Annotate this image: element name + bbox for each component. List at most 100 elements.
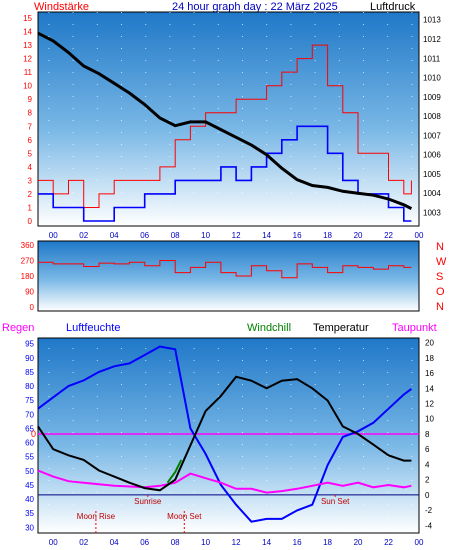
- x-tick-label: 08: [171, 231, 180, 240]
- humidity-tick-label: 95: [25, 340, 34, 349]
- windstaerke-tick-label: 1: [28, 203, 33, 212]
- x-tick-label: 20: [354, 231, 363, 240]
- luftdruck-tick-label: 1006: [423, 151, 441, 160]
- pressure-series-line: [37, 31, 413, 210]
- x-tick-label: 14: [262, 538, 271, 547]
- x-tick-label: 18: [323, 231, 332, 240]
- x-tick-label: 22: [384, 231, 393, 240]
- event-label: Sun Set: [321, 497, 350, 506]
- compass-label: N: [436, 241, 444, 253]
- luftdruck-tick-label: 1005: [423, 170, 441, 179]
- legend-windchill: Windchill: [247, 322, 291, 334]
- x-tick-label: 00: [415, 231, 424, 240]
- temperature-tick-label: 8: [425, 430, 430, 439]
- temp-humidity-legend: Regen Luftfeuchte Windchill Temperatur T…: [2, 322, 437, 334]
- humidity-tick-label: 55: [25, 453, 34, 462]
- temperature-tick-label: 18: [425, 354, 434, 363]
- x-tick-label: 12: [232, 231, 241, 240]
- humidity-tick-label: 85: [25, 368, 34, 377]
- compass-label: O: [436, 286, 445, 298]
- x-tick-label: 20: [354, 538, 363, 547]
- direction-tick-label: 0: [30, 303, 35, 312]
- humidity-axis: 30 35 40 45 50 55 60 65 70 75 80 85 90 95: [25, 340, 34, 533]
- temperature-tick-label: 12: [425, 400, 434, 409]
- direction-tick-label: 360: [21, 241, 35, 250]
- windchill-series-line: [166, 459, 183, 484]
- astro-events: Sunrise Sun Set Moon Rise Moon Set: [77, 494, 350, 533]
- legend-regen: Regen: [2, 322, 34, 334]
- luftdruck-tick-label: 1008: [423, 112, 441, 121]
- compass-label: W: [436, 256, 447, 268]
- windstaerke-tick-label: 11: [24, 68, 33, 77]
- wind-direction-series-line: [38, 260, 412, 279]
- humidity-tick-label: 35: [25, 509, 34, 518]
- x-tick-label: 10: [201, 538, 210, 547]
- direction-tick-label: 90: [25, 288, 34, 297]
- legend-taupunkt: Taupunkt: [392, 322, 437, 334]
- x-tick-label: 00: [49, 538, 58, 547]
- windstaerke-tick-label: 7: [28, 122, 33, 131]
- dewpoint-series-line: [37, 469, 412, 494]
- temperature-tick-label: 16: [425, 369, 434, 378]
- temperature-tick-label: 4: [425, 460, 430, 469]
- luftdruck-tick-label: 1007: [423, 131, 441, 140]
- x-tick-label: 04: [110, 538, 119, 547]
- windstaerke-tick-label: 9: [28, 95, 33, 104]
- x-tick-label: 06: [140, 538, 149, 547]
- humidity-tick-label: 60: [25, 439, 34, 448]
- windstaerke-tick-label: 0: [28, 217, 33, 226]
- x-tick-label: 00: [415, 538, 424, 547]
- x-tick-label: 10: [201, 231, 210, 240]
- luftdruck-tick-label: 1004: [423, 189, 441, 198]
- direction-axis: 0 90 180 270 360: [21, 241, 35, 312]
- wind-pressure-x-axis: 00 02 04 06 08 10 12 14 16 18 20 22 00: [49, 231, 424, 240]
- gust-series-line: [38, 44, 412, 208]
- windstaerke-tick-label: 2: [28, 190, 33, 199]
- windstaerke-tick-label: 10: [23, 82, 32, 91]
- luftdruck-tick-label: 1013: [423, 16, 441, 25]
- temp-humidity-x-axis: 00 02 04 06 08 10 12 14 16 18 20 22 00: [49, 538, 424, 547]
- x-tick-label: 18: [323, 538, 332, 547]
- humidity-tick-label: 75: [25, 396, 34, 405]
- luftdruck-tick-label: 1003: [423, 209, 441, 218]
- rain-zero-label: 0: [31, 429, 36, 439]
- x-tick-label: 16: [293, 538, 302, 547]
- temperature-tick-label: 0: [425, 491, 430, 500]
- x-tick-label: 00: [49, 231, 58, 240]
- x-tick-label: 02: [79, 538, 88, 547]
- x-tick-label: 04: [110, 231, 119, 240]
- luftdruck-tick-label: 1010: [423, 74, 441, 83]
- windstaerke-tick-label: 3: [28, 176, 33, 185]
- chart-title: 24 hour graph day : 22 März 2025: [172, 1, 338, 13]
- event-label: Moon Rise: [77, 512, 116, 521]
- humidity-tick-label: 50: [25, 467, 34, 476]
- event-label: Sunrise: [134, 497, 162, 506]
- humidity-tick-label: 45: [25, 481, 34, 490]
- x-tick-label: 08: [171, 538, 180, 547]
- humidity-tick-label: 70: [25, 410, 34, 419]
- temperature-tick-label: 10: [425, 415, 434, 424]
- temperature-tick-label: 6: [425, 445, 430, 454]
- wind-series-line: [38, 125, 412, 222]
- temperature-axis: -4 -2 0 2 4 6 8 10 12 14 16 18 20: [425, 339, 434, 531]
- temperature-series-line: [37, 375, 412, 492]
- temperature-tick-label: -2: [425, 506, 433, 515]
- windstaerke-tick-label: 4: [28, 163, 33, 172]
- direction-tick-label: 270: [21, 257, 35, 266]
- x-tick-label: 22: [384, 538, 393, 547]
- legend-luftfeuchte: Luftfeuchte: [66, 322, 120, 334]
- windstaerke-tick-label: 5: [28, 149, 33, 158]
- windstaerke-tick-label: 14: [23, 28, 32, 37]
- humidity-tick-label: 90: [25, 354, 34, 363]
- luftdruck-tick-label: 1012: [423, 35, 441, 44]
- x-tick-label: 14: [262, 231, 271, 240]
- luftdruck-axis: 1003 1004 1005 1006 1007 1008 1009 1010 1011 1012…: [423, 16, 441, 218]
- humidity-tick-label: 40: [25, 495, 34, 504]
- temperature-tick-label: 14: [425, 384, 434, 393]
